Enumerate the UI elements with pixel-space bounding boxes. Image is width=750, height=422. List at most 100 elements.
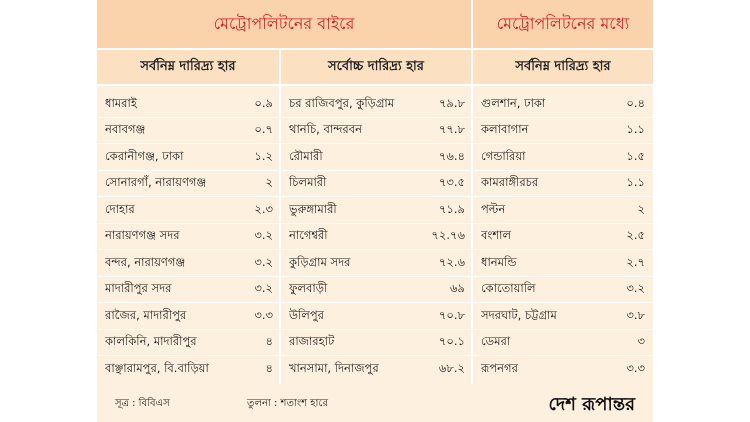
poverty-rate-value: ১.১	[626, 122, 645, 136]
area-name: ধানমন্ডি	[481, 254, 517, 269]
source-note: সূত্র : বিবিএস	[115, 398, 170, 409]
area-name: ধামরাই	[105, 95, 137, 110]
poverty-rate-value: ৩.৩	[254, 307, 273, 322]
area-name: সদরঘাট, চট্টগ্রাম	[481, 307, 557, 322]
poverty-rate-value: ১.১	[626, 175, 645, 189]
header-inside-metropolitan: মেট্রোপলিটনের মধ্যে	[496, 13, 630, 33]
poverty-rate-value: ৭০.১	[438, 334, 465, 348]
area-name: কামরাঙ্গীরচর	[481, 175, 539, 189]
poverty-rate-table: মেট্রোপলিটনের বাইরে মেট্রোপলিটনের মধ্যে …	[97, 0, 653, 422]
poverty-rate-value: ২	[265, 175, 273, 189]
area-name: কুড়িগ্রাম সদর	[289, 254, 351, 269]
table-row: ডেমরা ৩	[481, 331, 645, 355]
table-row: গেন্ডারিয়া ১.৫	[481, 145, 645, 169]
poverty-rate-value: ৩.২	[626, 281, 645, 295]
table-row: গুলশান, ঢাকা ০.৪	[481, 92, 645, 116]
table-row: ফুলবাড়ী ৬৯	[289, 278, 465, 302]
row-divider	[97, 355, 653, 356]
area-name: গুলশান, ঢাকা	[481, 95, 546, 110]
area-name: কোতোয়ালি	[481, 281, 536, 295]
table-row: মাদারীপুর সদর ৩.২	[105, 278, 273, 302]
column-divider	[279, 50, 281, 384]
subheader-lowest-inside: সর্বনিম্ন দারিদ্র্য হার	[515, 58, 611, 74]
row-divider	[97, 249, 653, 250]
poverty-rate-value: ৩.৩	[626, 360, 645, 375]
table-row: বাঞ্ছারামপুর, বি.বাড়িয়া ৪	[105, 357, 273, 381]
poverty-rate-value: ৭১.৯	[438, 201, 465, 216]
subheader-band	[97, 50, 653, 84]
area-name: ফুলবাড়ী	[289, 281, 328, 295]
row-divider	[97, 328, 653, 330]
area-name: পল্টন	[481, 201, 506, 216]
poverty-rate-value: ৩.২	[254, 254, 273, 269]
area-name: ডেমরা	[481, 334, 511, 348]
table-row: রাজৈর, মাদারীপুর ৩.৩	[105, 304, 273, 328]
table-row: রাজারহাট ৭০.১	[289, 331, 465, 355]
row-divider	[97, 222, 653, 224]
table-row: দোহার ২.৩	[105, 198, 273, 222]
poverty-rate-value: ৬৯	[450, 281, 465, 295]
poverty-rate-value: ৭৭.৮	[438, 122, 465, 136]
poverty-rate-value: ৩.২	[254, 281, 273, 295]
footer: সূত্র : বিবিএস তুলনা : শতাংশ হারে দেশ রূ…	[97, 386, 653, 422]
table-row: রৌমারী ৭৬.৪	[289, 145, 465, 169]
poverty-rate-value: ৪	[265, 360, 273, 375]
table-row: উলিপুর ৭০.৮	[289, 304, 465, 328]
table-row: বন্দর, নারায়ণগঞ্জ ৩.২	[105, 251, 273, 275]
area-name: উলিপুর	[289, 307, 324, 322]
area-name: কলাবাগান	[481, 122, 529, 136]
table-row: নাগেশ্বরী ৭২.৭৬	[289, 225, 465, 249]
header-outside-metropolitan: মেট্রোপলিটনের বাইরে	[213, 13, 355, 33]
poverty-rate-value: ৩	[637, 334, 645, 348]
subheader-lowest-outside: সর্বনিম্ন দারিদ্র্য হার	[140, 58, 236, 74]
area-name: খানসামা, দিনাজপুর	[289, 360, 379, 375]
table-row: নবাবগঞ্জ ০.৭	[105, 119, 273, 143]
table-row: পল্টন ২	[481, 198, 645, 222]
area-name: রূপনগর	[481, 360, 518, 375]
area-name: কেরানীগঞ্জ, ঢাকা	[105, 148, 184, 163]
table-row: থানচি, বান্দরবন ৭৭.৮	[289, 119, 465, 143]
header-band	[97, 0, 653, 48]
table-row: কুড়িগ্রাম সদর ৭২.৬	[289, 251, 465, 275]
poverty-rate-value: ০.৪	[626, 95, 645, 110]
area-name: চর রাজিবপুর, কুড়িগ্রাম	[289, 95, 395, 110]
poverty-rate-value: ৪	[265, 334, 273, 348]
row-divider	[97, 196, 653, 197]
table-row: চর রাজিবপুর, কুড়িগ্রাম ৭৯.৮	[289, 92, 465, 116]
poverty-rate-value: ৭২.৭৬	[431, 228, 465, 242]
subheader-highest-outside: সর্বোচ্চ দারিদ্র্য হার	[328, 58, 424, 74]
table-row: কালকিনি, মাদারীপুর ৪	[105, 331, 273, 355]
area-name: থানচি, বান্দরবন	[289, 122, 363, 136]
row-divider	[97, 302, 653, 303]
poverty-rate-value: ৩.২	[254, 228, 273, 242]
row-divider	[97, 275, 653, 277]
area-name: মাদারীপুর সদর	[105, 281, 172, 295]
table-row: সদরঘাট, চট্টগ্রাম ৩.৮	[481, 304, 645, 328]
table-row: কলাবাগান ১.১	[481, 119, 645, 143]
poverty-rate-value: ৭২.৬	[438, 254, 465, 269]
table-row: কামরাঙ্গীরচর ১.১	[481, 172, 645, 196]
area-name: বন্দর, নারায়ণগঞ্জ	[105, 254, 186, 269]
table-row: কোতোয়ালি ৩.২	[481, 278, 645, 302]
table-row: ধামরাই ০.৯	[105, 92, 273, 116]
poverty-rate-value: ৩.৮	[626, 307, 645, 322]
poverty-rate-value: ২.৫	[626, 228, 645, 242]
area-name: রাজৈর, মাদারীপুর	[105, 307, 187, 322]
area-name: সোনারগাঁ, নারায়ণগঞ্জ	[105, 175, 207, 189]
table-row: ধানমন্ডি ২.৭	[481, 251, 645, 275]
area-name: নাগেশ্বরী	[289, 228, 328, 242]
table-row: রূপনগর ৩.৩	[481, 357, 645, 381]
poverty-rate-value: ০.৭	[254, 122, 273, 136]
area-name: বংশাল	[481, 228, 512, 242]
poverty-rate-value: ০.৯	[254, 95, 273, 110]
table-row: কেরানীগঞ্জ, ঢাকা ১.২	[105, 145, 273, 169]
area-name: চিলমারী	[289, 175, 327, 189]
table-row: সোনারগাঁ, নারায়ণগঞ্জ ২	[105, 172, 273, 196]
area-name: নবাবগঞ্জ	[105, 122, 146, 136]
area-name: ভুরুঙ্গামারী	[289, 201, 337, 216]
area-name: রাজারহাট	[289, 334, 335, 348]
poverty-rate-value: ৭৩.৫	[438, 175, 465, 189]
area-name: কালকিনি, মাদারীপুর	[105, 334, 197, 348]
poverty-rate-value: ২	[637, 201, 645, 216]
poverty-rate-value: ৭৯.৮	[438, 95, 465, 110]
